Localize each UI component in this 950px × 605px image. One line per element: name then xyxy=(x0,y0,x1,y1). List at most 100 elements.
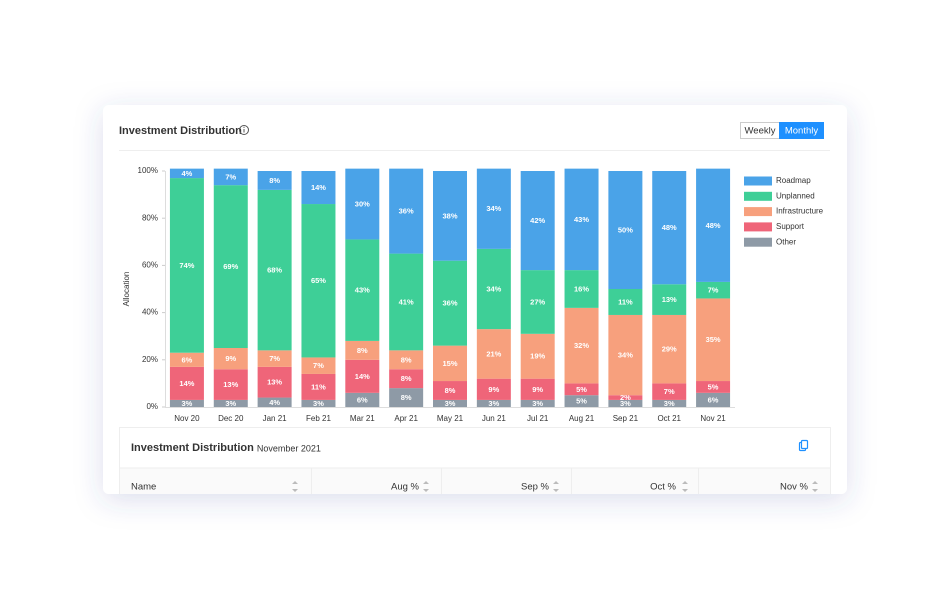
value-label: 48% xyxy=(662,223,677,232)
toggle-monthly-label[interactable]: Monthly xyxy=(785,126,819,137)
bar-segment xyxy=(169,352,204,367)
value-label: 30% xyxy=(355,200,370,209)
value-label: 6% xyxy=(708,395,719,404)
column-header[interactable]: Oct % xyxy=(650,482,676,493)
value-label: 9% xyxy=(225,354,236,363)
value-label: 36% xyxy=(442,299,457,308)
bar-segment xyxy=(652,284,687,315)
value-label: 8% xyxy=(401,355,412,364)
value-label: 34% xyxy=(486,284,501,293)
legend-swatch xyxy=(744,191,772,201)
value-label: 42% xyxy=(530,216,545,225)
bar-segment xyxy=(213,168,248,186)
info-icon[interactable] xyxy=(239,125,249,135)
bar-segment xyxy=(213,369,248,400)
bar-segment xyxy=(301,204,336,358)
value-label: 7% xyxy=(664,387,675,396)
value-label: 36% xyxy=(399,207,414,216)
y-tick-label: 20% xyxy=(142,355,158,364)
bar-segment xyxy=(476,399,511,407)
bar-segment xyxy=(169,178,204,353)
y-tick-label: 0% xyxy=(146,402,158,411)
bar-segment xyxy=(476,329,511,379)
legend-swatch xyxy=(744,222,772,232)
bar-segment xyxy=(608,289,643,315)
bar-segment xyxy=(389,350,424,370)
x-tick-label: Dec 20 xyxy=(218,414,244,423)
value-label: 69% xyxy=(223,262,238,271)
bar-segment xyxy=(476,378,511,400)
sort-icon[interactable] xyxy=(292,481,298,492)
x-tick-label: Oct 21 xyxy=(657,414,681,423)
bar-segment xyxy=(520,171,555,271)
value-label: 5% xyxy=(708,382,719,391)
column-header[interactable]: Sep % xyxy=(521,482,550,493)
bar-segment xyxy=(520,378,555,400)
table-title: Investment Distribution xyxy=(131,442,254,454)
legend-label: Other xyxy=(776,237,796,246)
legend-label: Support xyxy=(776,222,805,231)
value-label: 74% xyxy=(179,261,194,270)
value-label: 32% xyxy=(574,341,589,350)
bar-segment xyxy=(608,395,643,400)
bar-segment xyxy=(608,399,643,407)
x-tick-label: Nov 21 xyxy=(700,414,726,423)
value-label: 11% xyxy=(311,382,326,391)
bar-segment xyxy=(389,253,424,351)
legend-label: Infrastructure xyxy=(776,207,824,216)
table-header-row xyxy=(120,468,830,494)
value-label: 8% xyxy=(445,386,456,395)
bar-segment xyxy=(564,395,599,407)
sort-icon[interactable] xyxy=(423,481,429,492)
value-label: 8% xyxy=(269,176,280,185)
legend-swatch xyxy=(744,176,772,186)
value-label: 14% xyxy=(311,183,326,192)
x-tick-label: Aug 21 xyxy=(569,414,595,423)
x-tick-label: Nov 20 xyxy=(174,414,200,423)
x-tick-label: Jul 21 xyxy=(527,414,549,423)
bar-segment xyxy=(696,281,731,299)
bar-segment xyxy=(520,399,555,407)
sort-icon[interactable] xyxy=(812,481,818,492)
bar-segment xyxy=(169,168,204,179)
legend-swatch xyxy=(744,207,772,217)
value-label: 48% xyxy=(706,221,721,230)
card-content: Investment Distribution Weekly Monthly A… xyxy=(119,122,831,494)
bar-segment xyxy=(389,388,424,407)
bar-segment xyxy=(213,185,248,348)
value-label: 19% xyxy=(530,352,545,361)
value-label: 34% xyxy=(618,351,633,360)
sort-icon[interactable] xyxy=(682,481,688,492)
bar-segment xyxy=(345,168,380,240)
value-label: 6% xyxy=(182,355,193,364)
bar-segment xyxy=(257,171,292,190)
toggle-weekly-label[interactable]: Weekly xyxy=(745,126,776,137)
bar-segment xyxy=(433,260,467,346)
value-label: 3% xyxy=(488,399,499,408)
x-tick-label: May 21 xyxy=(437,414,464,423)
value-label: 7% xyxy=(708,286,719,295)
column-header[interactable]: Nov % xyxy=(780,482,809,493)
column-header[interactable]: Name xyxy=(131,482,156,493)
value-label: 4% xyxy=(269,398,280,407)
value-label: 21% xyxy=(486,349,501,358)
bar-segment xyxy=(652,314,687,384)
column-header[interactable]: Aug % xyxy=(391,482,420,493)
value-label: 29% xyxy=(662,345,677,354)
card-title: Investment Distribution xyxy=(119,125,242,137)
copy-icon[interactable] xyxy=(798,439,809,452)
bar-segment xyxy=(345,359,380,393)
bar-segment xyxy=(564,307,599,384)
value-label: 65% xyxy=(311,276,326,285)
x-tick-label: Apr 21 xyxy=(394,414,418,423)
x-tick-label: Sep 21 xyxy=(613,414,639,423)
value-label: 4% xyxy=(182,169,193,178)
x-tick-label: Jun 21 xyxy=(482,414,507,423)
table-header: Name Aug % Sep % Oct % Nov % xyxy=(131,468,818,494)
value-label: 8% xyxy=(401,393,412,402)
sort-icon[interactable] xyxy=(553,481,559,492)
toggle-monthly[interactable] xyxy=(779,122,824,139)
value-label: 5% xyxy=(576,385,587,394)
bar-segment xyxy=(257,189,292,351)
